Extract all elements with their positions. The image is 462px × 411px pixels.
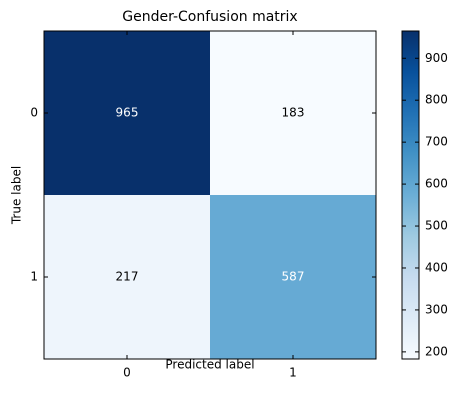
colorbar-tick-label: 900 bbox=[425, 51, 448, 65]
cell-label: 965 bbox=[116, 106, 139, 120]
colorbar-tick-label: 600 bbox=[425, 177, 448, 191]
heatmap-cell bbox=[210, 31, 376, 195]
colorbar-tick-label: 700 bbox=[425, 135, 448, 149]
colorbar-tick-label: 400 bbox=[425, 260, 448, 274]
cell-label: 587 bbox=[282, 270, 305, 284]
heatmap-cell bbox=[44, 31, 210, 195]
y-axis-label: True label bbox=[10, 166, 24, 225]
plot-frame bbox=[43, 30, 377, 360]
heatmap-cell bbox=[210, 195, 376, 359]
x-tick-label: 1 bbox=[289, 366, 297, 380]
y-tick-label: 0 bbox=[30, 106, 38, 120]
colorbar-tick-label: 500 bbox=[425, 219, 448, 233]
x-axis-label: Predicted label bbox=[165, 358, 254, 372]
x-tick-label: 0 bbox=[123, 366, 131, 380]
heatmap-cell bbox=[44, 195, 210, 359]
cell-label: 217 bbox=[116, 270, 139, 284]
colorbar bbox=[401, 30, 420, 360]
colorbar-tick-label: 800 bbox=[425, 93, 448, 107]
colorbar-tick-label: 300 bbox=[425, 302, 448, 316]
cell-label: 183 bbox=[282, 106, 305, 120]
colorbar-tick-label: 200 bbox=[425, 344, 448, 358]
y-tick-label: 1 bbox=[30, 270, 38, 284]
chart-title: Gender-Confusion matrix bbox=[122, 9, 297, 25]
